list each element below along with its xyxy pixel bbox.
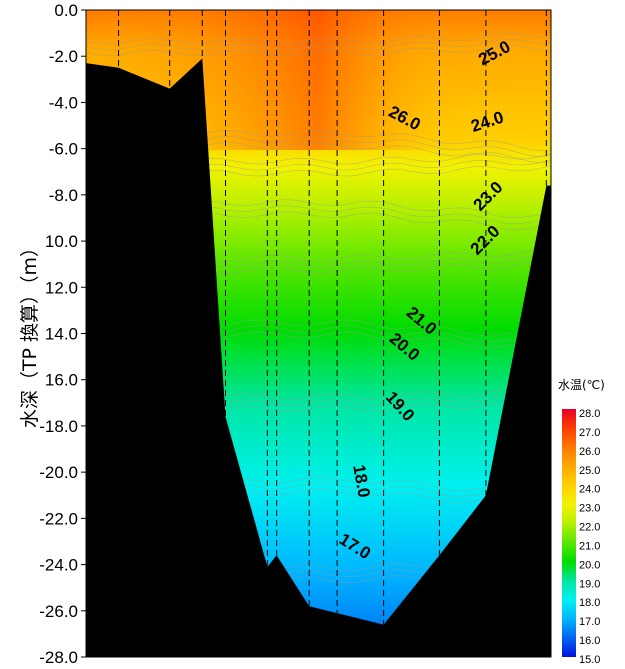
colorbar-ticks: 28.0 27.0 26.0 25.0 24.0 23.0 22.0 21.0 20.0 19.0… [579, 408, 600, 666]
y-tick-label: 12.0 [45, 278, 78, 297]
station-lines-group [118, 10, 547, 625]
isotherm-line [86, 39, 551, 51]
colorbar-tick-label: 16.0 [579, 635, 600, 647]
colorbar-tick-label: 18.0 [579, 597, 600, 609]
colorbar-tick-label: 26.0 [579, 446, 600, 458]
y-tick-label: 10.0 [45, 232, 78, 251]
y-axis-ticks: 0.0 -2.0 -4.0 -6.0 -8.0 10.0 12.0 14.0 16.0 -18.0… [39, 1, 86, 667]
colorbar-tick-label: 20.0 [579, 559, 600, 571]
seabed-silhouette [86, 58, 551, 657]
y-tick-label: -24.0 [39, 556, 78, 575]
y-tick-label: -18.0 [39, 417, 78, 436]
colorbar-tick-label: 22.0 [579, 522, 600, 534]
colorbar-tick-label: 28.0 [579, 408, 600, 420]
y-axis-label: 水深（TP 換算）（m） [19, 238, 41, 428]
colorbar-title: 水温(℃) [558, 378, 605, 392]
y-tick-label: -4.0 [49, 93, 78, 112]
y-tick-label: -6.0 [49, 140, 78, 159]
colorbar-tick-label: 21.0 [579, 540, 600, 552]
colorbar-tick-label: 17.0 [579, 616, 600, 628]
colorbar-tick-label: 24.0 [579, 484, 600, 496]
y-tick-label: 0.0 [54, 1, 78, 20]
colorbar-tick-label: 15.0 [579, 654, 600, 666]
y-tick-label: -20.0 [39, 463, 78, 482]
colorbar-tick-label: 27.0 [579, 427, 600, 439]
isotherm-line [86, 33, 551, 45]
colorbar-tick-label: 23.0 [579, 503, 600, 515]
y-tick-label: 14.0 [45, 325, 78, 344]
y-tick-label: -22.0 [39, 509, 78, 528]
plot-area [86, 10, 551, 657]
colorbar-strip [562, 409, 576, 657]
y-tick-label: -2.0 [49, 47, 78, 66]
colorbar-tick-label: 19.0 [579, 578, 600, 590]
colorbar: 水温(℃) 28.0 27.0 26.0 25.0 24.0 23.0 22.0 21.0 20… [558, 378, 605, 666]
y-tick-label: -26.0 [39, 602, 78, 621]
colorbar-tick-label: 25.0 [579, 465, 600, 477]
isotherm-line [86, 45, 551, 57]
y-tick-label: -28.0 [39, 648, 78, 667]
y-tick-label: 16.0 [45, 371, 78, 390]
y-tick-label: -8.0 [49, 186, 78, 205]
